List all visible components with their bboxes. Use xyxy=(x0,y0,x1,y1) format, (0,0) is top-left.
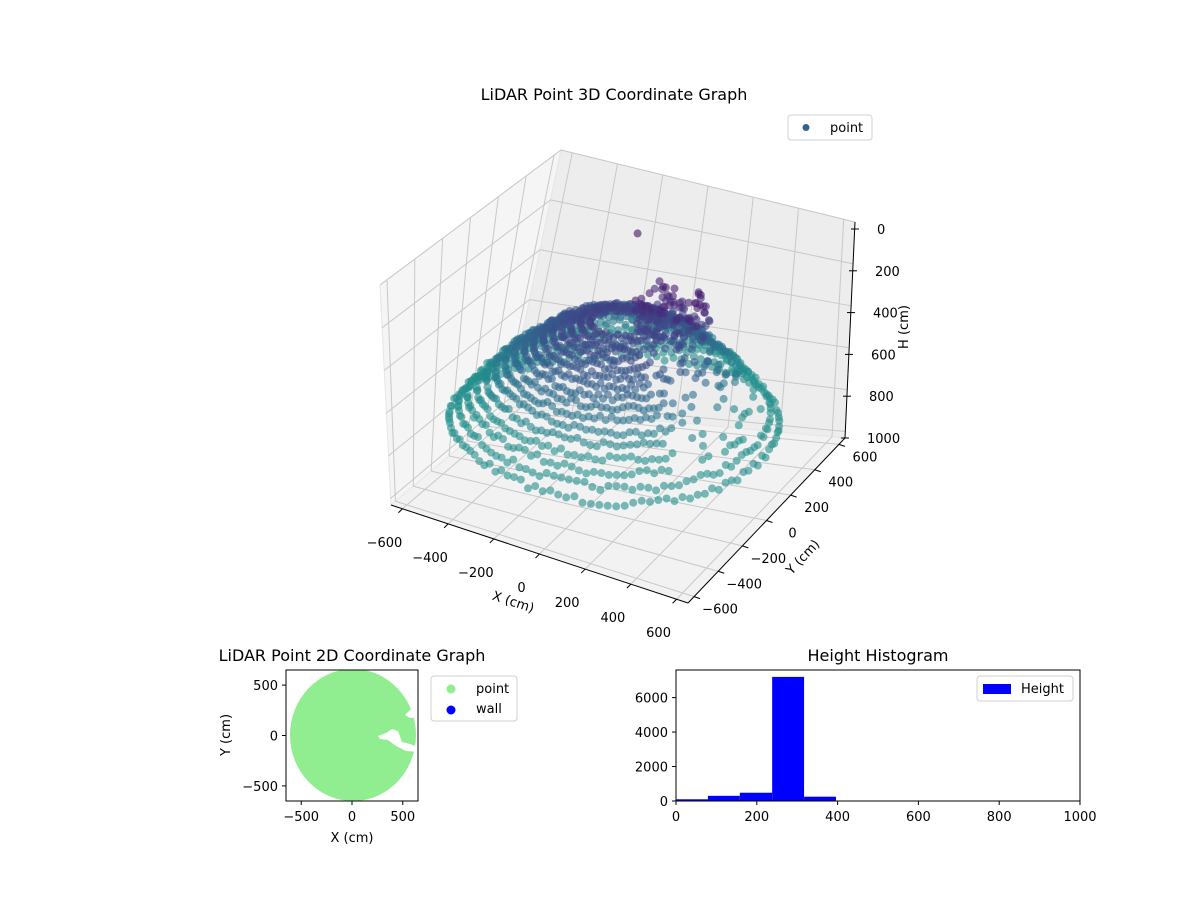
h-tick-label: 0 xyxy=(877,223,885,238)
x-tick-label-hist: 600 xyxy=(906,810,931,825)
legend-point-marker-icon xyxy=(446,684,456,694)
x-tick-label-hist: 800 xyxy=(987,810,1012,825)
legend-wall-marker-icon xyxy=(446,705,456,715)
ticks-2d: −500 0 500 500 0 −500 xyxy=(242,679,415,825)
x-tick-label-hist: 0 xyxy=(672,810,680,825)
y-tick-label-2d: −500 xyxy=(242,780,278,795)
h-tick-label: 1000 xyxy=(867,432,900,447)
y-tick-label: −200 xyxy=(750,552,786,567)
x-tick-label: 0 xyxy=(517,581,525,596)
y-tick-label: 600 xyxy=(853,450,878,465)
y-tick-label: −600 xyxy=(702,603,738,618)
legend-2d-point-label: point xyxy=(476,682,509,697)
h-axis-line xyxy=(844,221,856,439)
histogram-bar xyxy=(739,792,773,801)
y-axis-label-2d: Y (cm) xyxy=(219,714,234,757)
legend-2d-wall-label: wall xyxy=(476,702,502,717)
histogram-bars xyxy=(676,676,836,801)
x-axis-label: X (cm) xyxy=(490,589,536,617)
histogram-bar xyxy=(707,795,740,801)
lidar-3d-plot: LiDAR Point 3D Coordinate Graph −600 −400… xyxy=(367,85,912,641)
x-tick-label: −200 xyxy=(458,566,494,581)
legend-hist: Height xyxy=(976,675,1074,702)
height-histogram: Height Histogram 0 200 400 600 800 1000 0 2000 4… xyxy=(635,646,1097,825)
histogram-bar xyxy=(772,676,805,801)
h-tick-label: 200 xyxy=(875,265,900,280)
legend-hist-label: Height xyxy=(1021,682,1064,697)
h-axis-label: H (cm) xyxy=(897,305,912,349)
point-cloud xyxy=(444,229,784,511)
legend-3d: point xyxy=(787,114,873,141)
x-tick-label-2d: 0 xyxy=(348,810,356,825)
lidar-2d-title: LiDAR Point 2D Coordinate Graph xyxy=(219,646,486,665)
x-axis-label-2d: X (cm) xyxy=(331,831,374,846)
y-tick-label-hist: 6000 xyxy=(635,692,668,707)
x-tick-label-2d: 500 xyxy=(390,810,415,825)
x-tick-label: −600 xyxy=(367,536,403,551)
y-axis-label: Y (cm) xyxy=(783,537,823,579)
x-tick-label: −400 xyxy=(412,551,448,566)
legend-height-swatch-icon xyxy=(983,684,1011,694)
x-tick-label: 400 xyxy=(600,611,625,626)
y-tick-label: −400 xyxy=(726,577,762,592)
legend-hist-box xyxy=(976,675,1074,702)
y-tick-label: 0 xyxy=(788,527,796,542)
y-tick-label: 400 xyxy=(828,476,853,491)
x-tick-label: 600 xyxy=(646,626,671,641)
histogram-frame xyxy=(675,669,1081,802)
x-tick-label-hist: 400 xyxy=(825,810,850,825)
point-disc xyxy=(290,670,416,801)
histogram-bar xyxy=(804,796,836,801)
y-tick-label-hist: 2000 xyxy=(635,761,668,776)
x-tick-label-hist: 200 xyxy=(744,810,769,825)
histogram-ticks: 0 200 400 600 800 1000 0 2000 4000 6000 xyxy=(635,692,1097,825)
h-tick-label: 600 xyxy=(871,348,896,363)
y-tick-label-2d: 500 xyxy=(253,679,278,694)
y-tick-label-2d: 0 xyxy=(270,730,278,745)
y-tick-label-hist: 0 xyxy=(660,795,668,810)
gap-upper xyxy=(405,704,418,718)
pane-back xyxy=(506,149,856,439)
x-tick-label-hist: 1000 xyxy=(1063,810,1096,825)
x-tick-label: 200 xyxy=(555,596,580,611)
gap-center xyxy=(378,729,418,752)
h-tick-label: 800 xyxy=(869,390,894,405)
lidar-3d-title: LiDAR Point 3D Coordinate Graph xyxy=(481,85,748,104)
legend-point-marker-icon xyxy=(802,124,810,131)
h-tick-label: 400 xyxy=(873,307,898,322)
legend-2d: point wall xyxy=(430,675,518,722)
x-tick-label-2d: −500 xyxy=(283,810,319,825)
histogram-bar xyxy=(676,799,708,801)
y-tick-label: 200 xyxy=(804,501,829,516)
legend-3d-box xyxy=(787,114,873,141)
legend-3d-point-label: point xyxy=(830,121,863,136)
histogram-title: Height Histogram xyxy=(808,646,949,665)
y-tick-label-hist: 4000 xyxy=(635,726,668,741)
ticks-3d: −600−400−2000200400600−600−400−200020040… xyxy=(367,223,901,641)
lidar-2d-plot: LiDAR Point 2D Coordinate Graph −500 0 500… xyxy=(219,646,518,846)
